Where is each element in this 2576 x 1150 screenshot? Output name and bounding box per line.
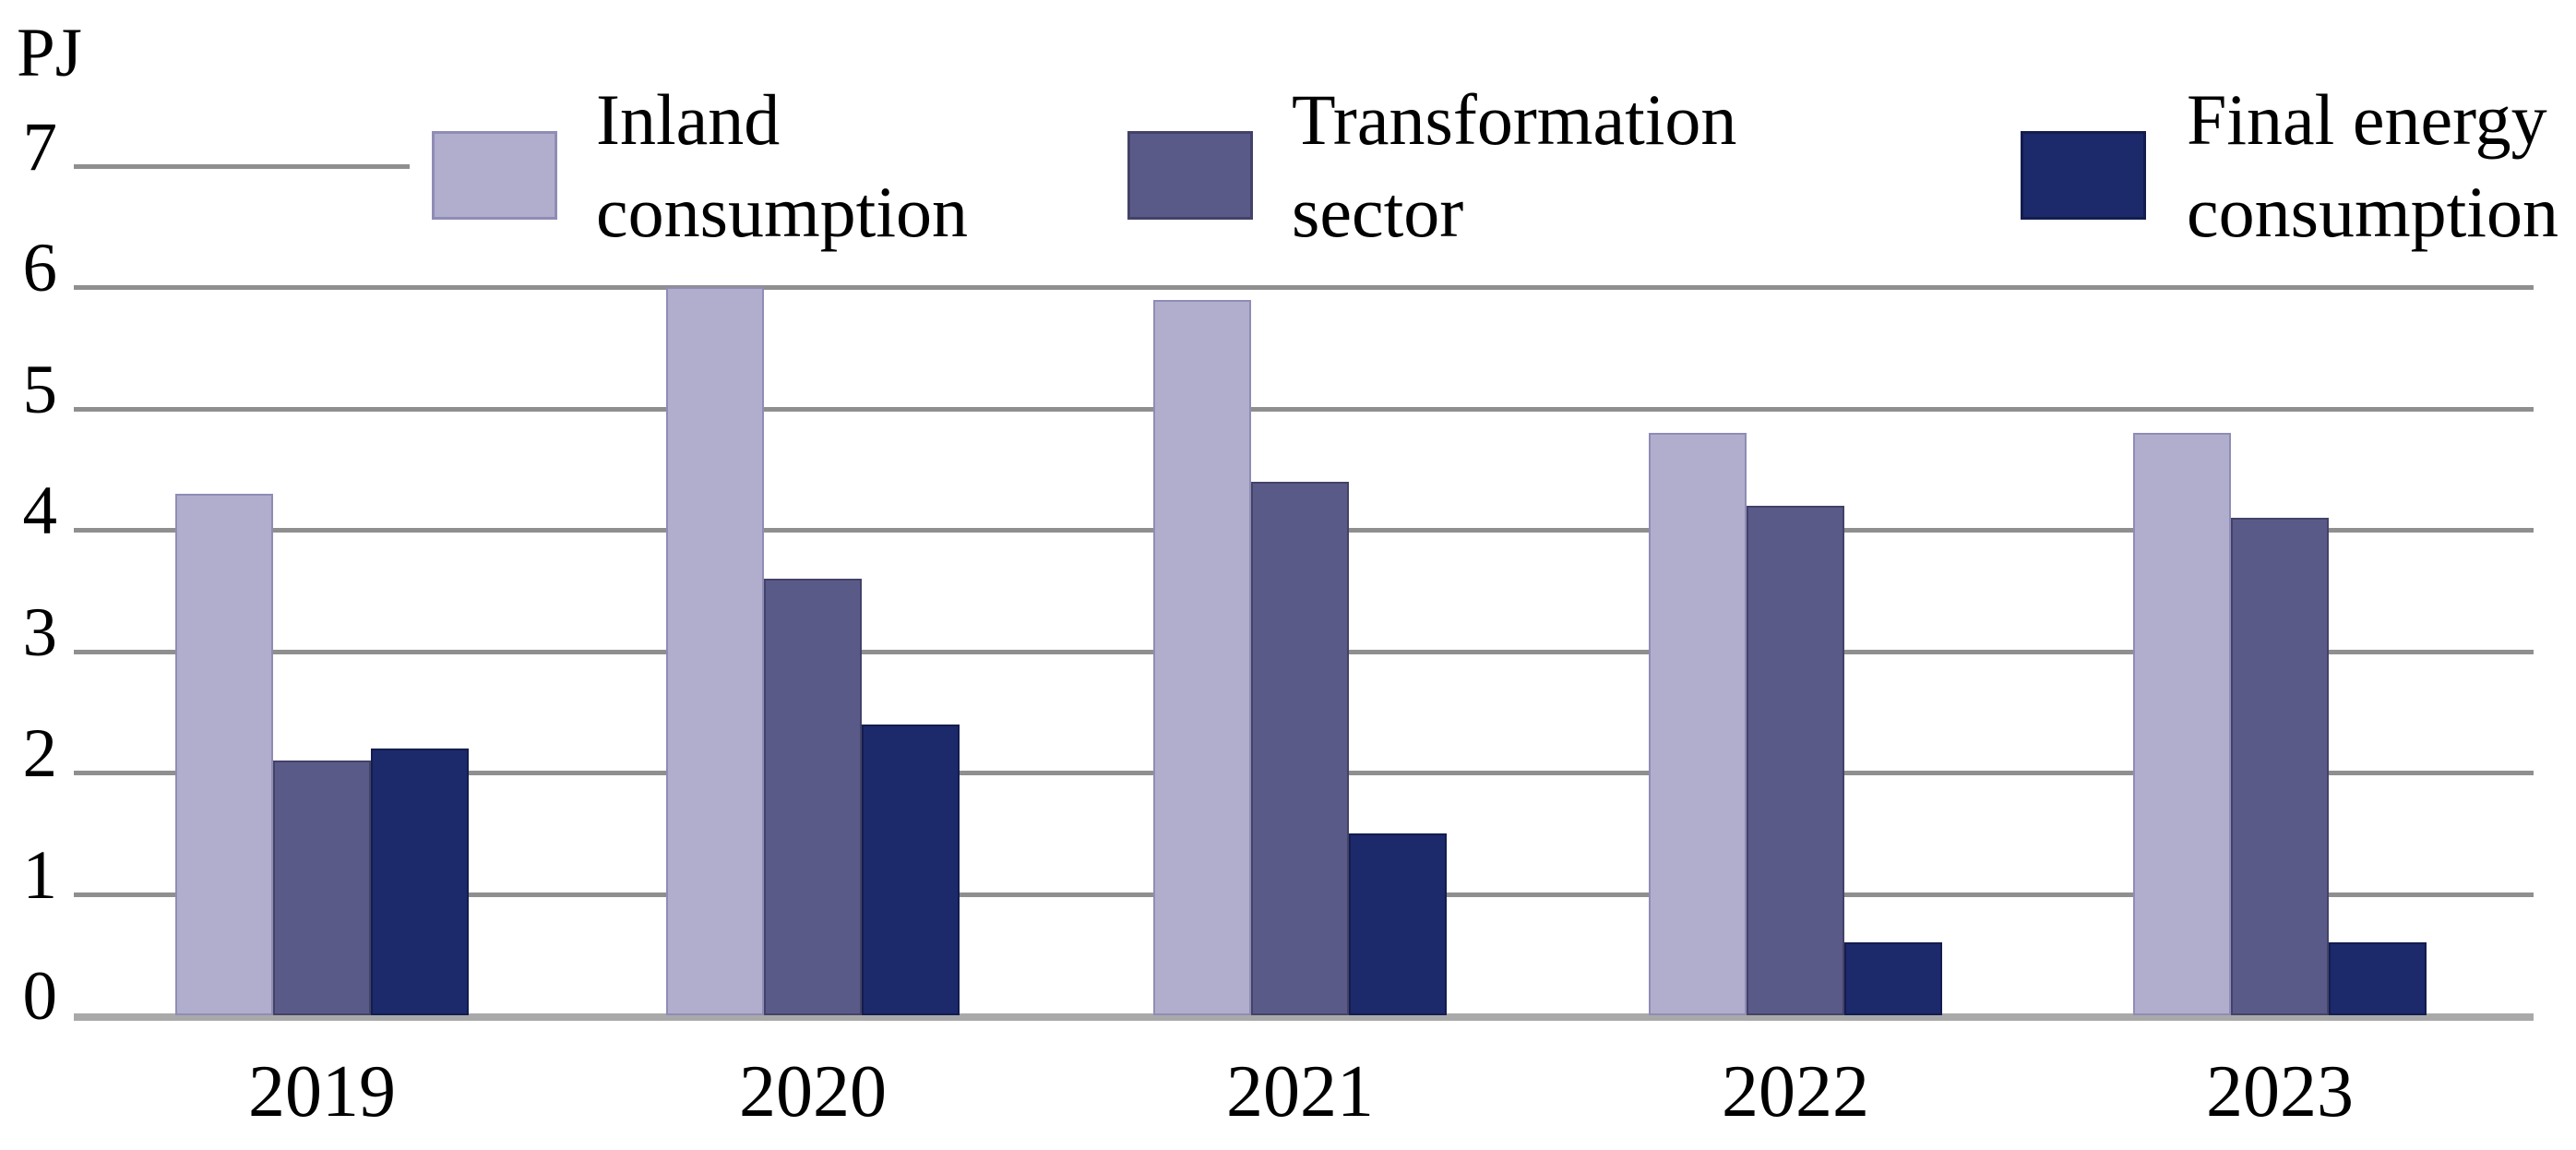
legend-label-line: sector <box>1292 172 1464 252</box>
y-tick-label-0: 0 <box>22 958 58 1035</box>
legend-swatch-inland-consumption <box>432 131 557 220</box>
bar-transformation-sector-2019 <box>273 761 371 1015</box>
y-tick-label-3: 3 <box>22 593 58 671</box>
y-tick-label-5: 5 <box>22 351 58 428</box>
x-tick-label-2019: 2019 <box>248 1051 396 1132</box>
legend-label-line: consumption <box>2187 172 2558 252</box>
legend-swatch-final-energy-consumption <box>2021 131 2146 220</box>
x-axis-baseline <box>74 1013 2534 1021</box>
y-gridline-7 <box>74 163 410 169</box>
y-axis-unit-label: PJ <box>17 15 82 91</box>
legend-label-line: Final energy <box>2187 79 2547 160</box>
bar-transformation-sector-2022 <box>1747 506 1844 1015</box>
legend-swatch-transformation-sector <box>1127 131 1253 220</box>
bar-transformation-sector-2020 <box>764 579 862 1015</box>
bar-final-energy-consumption-2020 <box>862 725 960 1015</box>
bar-transformation-sector-2021 <box>1251 482 1349 1015</box>
y-tick-label-1: 1 <box>22 836 58 914</box>
legend-label-line: consumption <box>596 172 968 252</box>
legend-label-final-energy-consumption: Final energy consumption <box>2187 74 2558 258</box>
bar-final-energy-consumption-2021 <box>1349 833 1447 1015</box>
bar-inland-consumption-2019 <box>175 494 273 1015</box>
x-tick-label-2022: 2022 <box>1722 1051 1869 1132</box>
y-tick-label-2: 2 <box>22 715 58 793</box>
y-tick-label-7: 7 <box>22 108 58 186</box>
bar-transformation-sector-2023 <box>2231 518 2329 1015</box>
y-tick-label-4: 4 <box>22 473 58 550</box>
bar-final-energy-consumption-2022 <box>1844 942 1942 1015</box>
bar-final-energy-consumption-2023 <box>2329 942 2427 1015</box>
x-tick-label-2023: 2023 <box>2206 1051 2354 1132</box>
bar-final-energy-consumption-2019 <box>371 749 469 1015</box>
bar-inland-consumption-2021 <box>1153 300 1251 1015</box>
legend-label-line: Inland <box>596 79 781 160</box>
y-tick-label-6: 6 <box>22 230 58 307</box>
x-tick-label-2020: 2020 <box>739 1051 887 1132</box>
legend-label-transformation-sector: Transformation sector <box>1292 74 1736 258</box>
y-gridline-6 <box>74 285 2534 291</box>
x-tick-label-2021: 2021 <box>1226 1051 1374 1132</box>
bar-inland-consumption-2023 <box>2133 433 2231 1015</box>
y-gridline-5 <box>74 406 2534 412</box>
bar-inland-consumption-2020 <box>666 287 764 1015</box>
bar-inland-consumption-2022 <box>1649 433 1747 1015</box>
legend-label-inland-consumption: Inland consumption <box>596 74 968 258</box>
legend-label-line: Transformation <box>1292 79 1737 160</box>
